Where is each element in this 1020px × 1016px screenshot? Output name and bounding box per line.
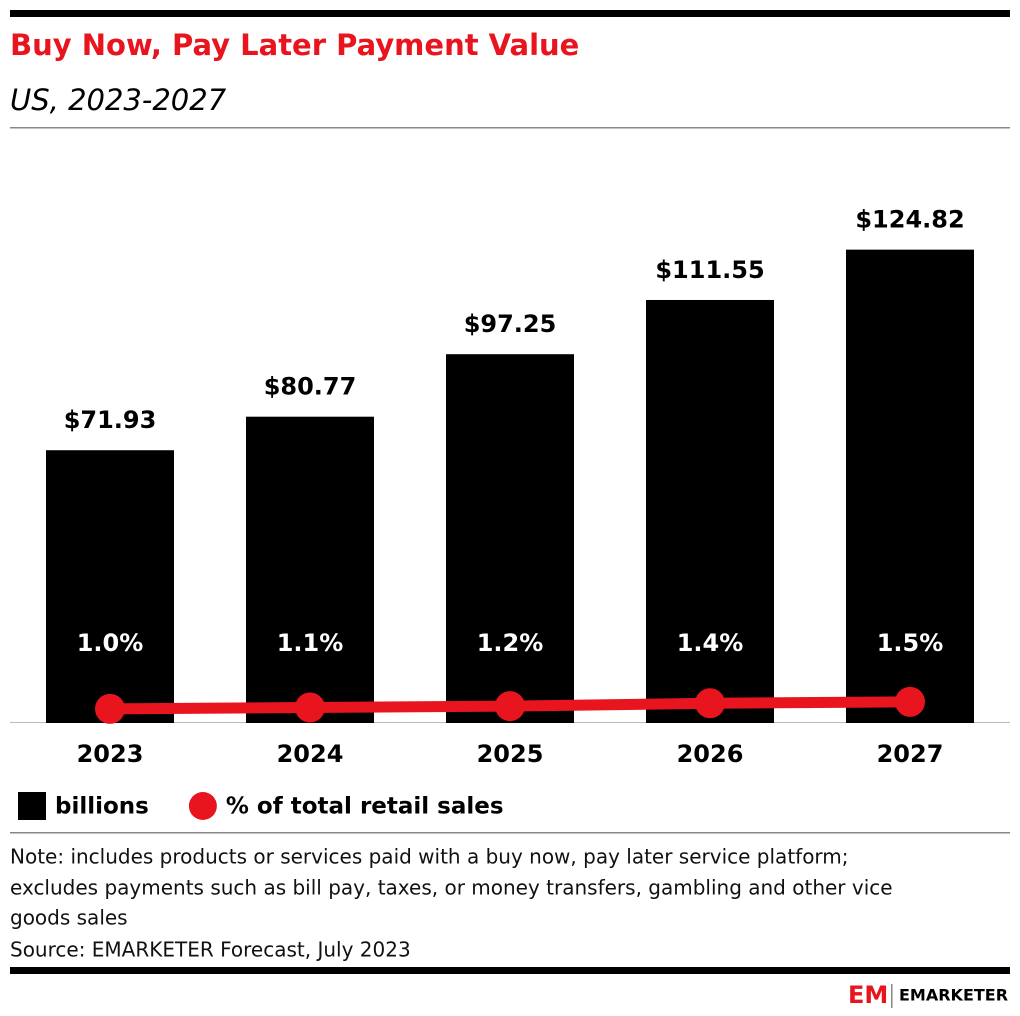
- x-tick-label: 2025: [477, 740, 544, 768]
- x-tick-label: 2026: [677, 740, 744, 768]
- bar-value-label: $71.93: [64, 406, 157, 434]
- chart-title: Buy Now, Pay Later Payment Value: [10, 28, 579, 62]
- line-point: [695, 688, 725, 719]
- line-point: [295, 692, 325, 723]
- bar-value-label: $80.77: [264, 373, 357, 401]
- line-value-label: 1.1%: [277, 629, 344, 657]
- legend-swatch: [18, 792, 46, 820]
- line-point: [895, 686, 925, 717]
- bar: [646, 299, 774, 723]
- bar: [246, 416, 374, 723]
- top-rule: [10, 10, 1010, 17]
- legend-swatch: [188, 792, 217, 820]
- legend-label: billions: [55, 794, 149, 820]
- line-point: [95, 693, 125, 724]
- legend-rule: [10, 832, 1010, 834]
- note-line: excludes payments such as bill pay, taxe…: [10, 876, 893, 900]
- bar-value-label: $111.55: [655, 256, 764, 284]
- brand-mark: EM: [848, 981, 888, 1009]
- note-line: Note: includes products or services paid…: [10, 845, 849, 869]
- bar: [446, 354, 574, 723]
- brand-name: EMARKETER: [899, 986, 1008, 1005]
- bottom-rule: [10, 967, 1010, 974]
- line-value-label: 1.4%: [677, 629, 744, 657]
- bar: [846, 249, 974, 723]
- note-line: goods sales: [10, 906, 128, 930]
- bar: [46, 450, 174, 723]
- brand-divider: [891, 984, 893, 1008]
- line-value-label: 1.0%: [77, 629, 144, 657]
- line-value-label: 1.5%: [877, 629, 944, 657]
- chart-subtitle: US, 2023-2027: [10, 83, 227, 117]
- header-rule: [10, 127, 1010, 129]
- x-tick-label: 2023: [77, 740, 144, 768]
- bar-value-label: $97.25: [464, 310, 557, 338]
- legend-label: % of total retail sales: [226, 794, 504, 820]
- bar-value-label: $124.82: [855, 206, 964, 234]
- line-value-label: 1.2%: [477, 629, 544, 657]
- source: Source: EMARKETER Forecast, July 2023: [10, 938, 411, 962]
- x-tick-label: 2024: [277, 740, 344, 768]
- x-tick-label: 2027: [877, 740, 944, 768]
- line-point: [495, 691, 525, 722]
